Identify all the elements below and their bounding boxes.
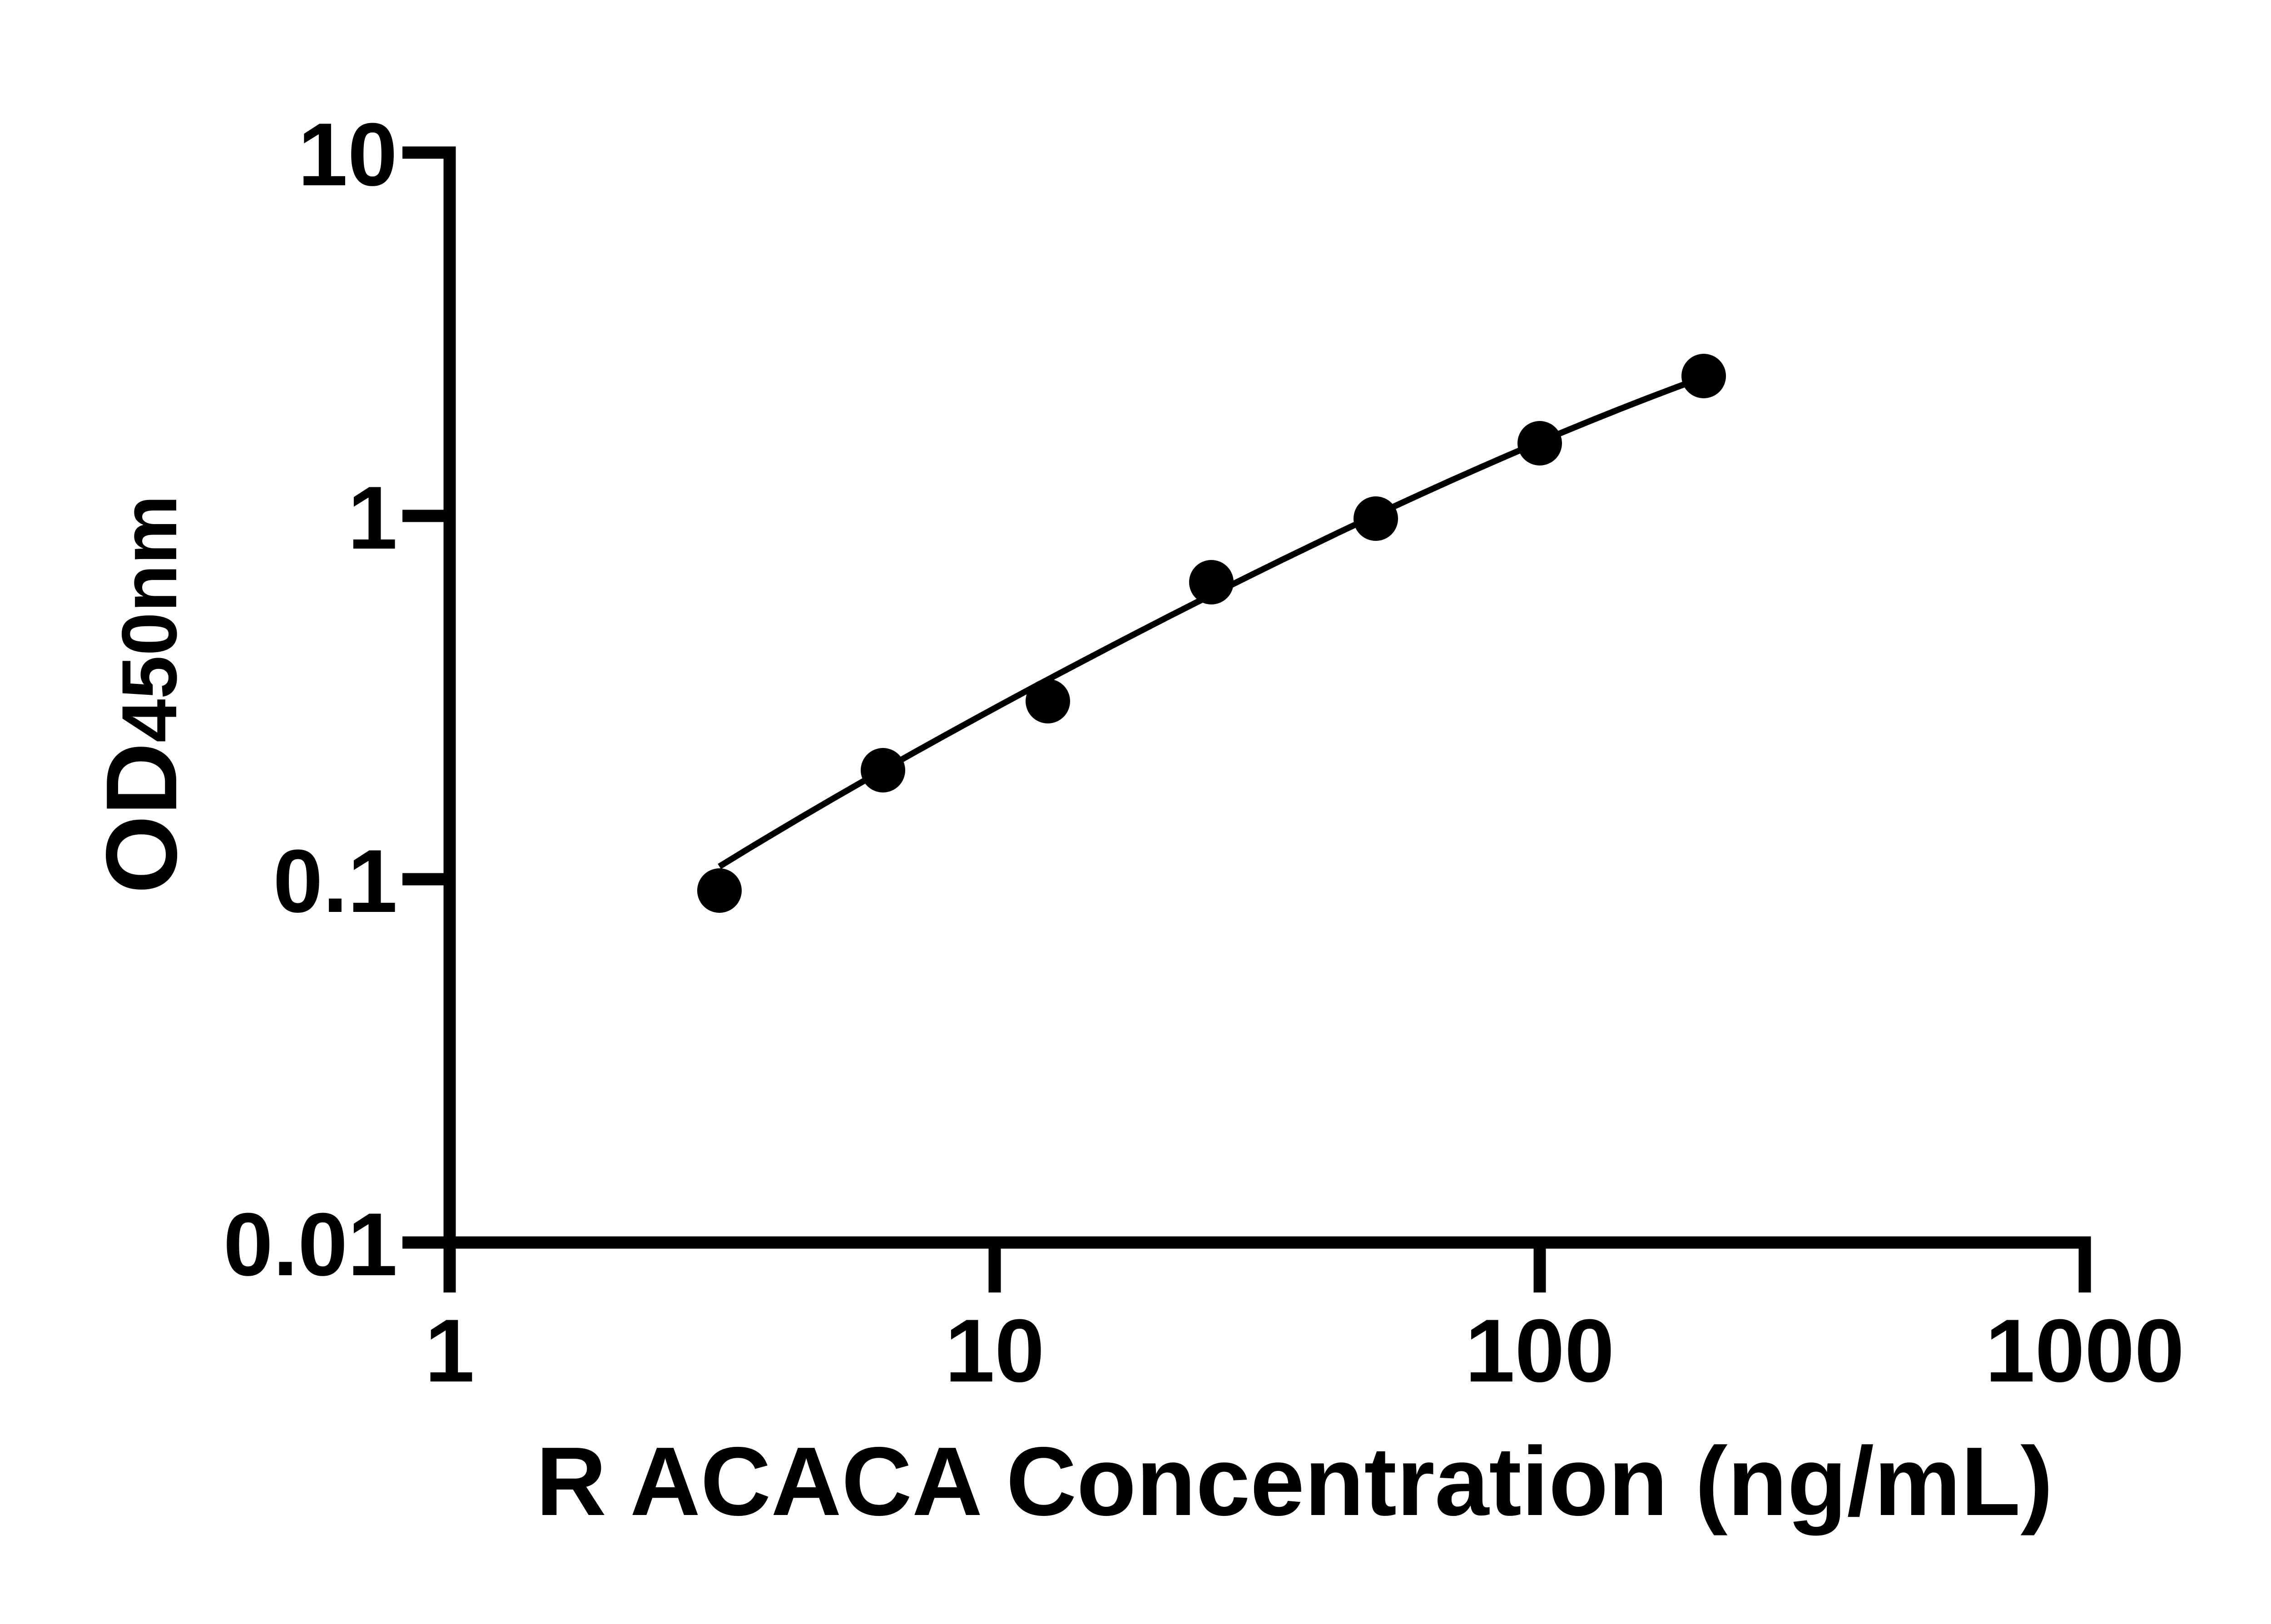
svg-text:OD450nm: OD450nm <box>85 495 198 894</box>
svg-text:100: 100 <box>1465 1301 1615 1401</box>
svg-text:10: 10 <box>298 104 397 204</box>
svg-text:1: 1 <box>425 1301 475 1401</box>
svg-text:R ACACA Concentration (ng/mL): R ACACA Concentration (ng/mL) <box>536 1426 2053 1536</box>
svg-text:0.1: 0.1 <box>273 831 397 931</box>
svg-text:1000: 1000 <box>1985 1301 2184 1401</box>
svg-text:0.01: 0.01 <box>223 1194 397 1294</box>
svg-text:10: 10 <box>945 1301 1044 1401</box>
svg-text:1: 1 <box>347 468 397 568</box>
